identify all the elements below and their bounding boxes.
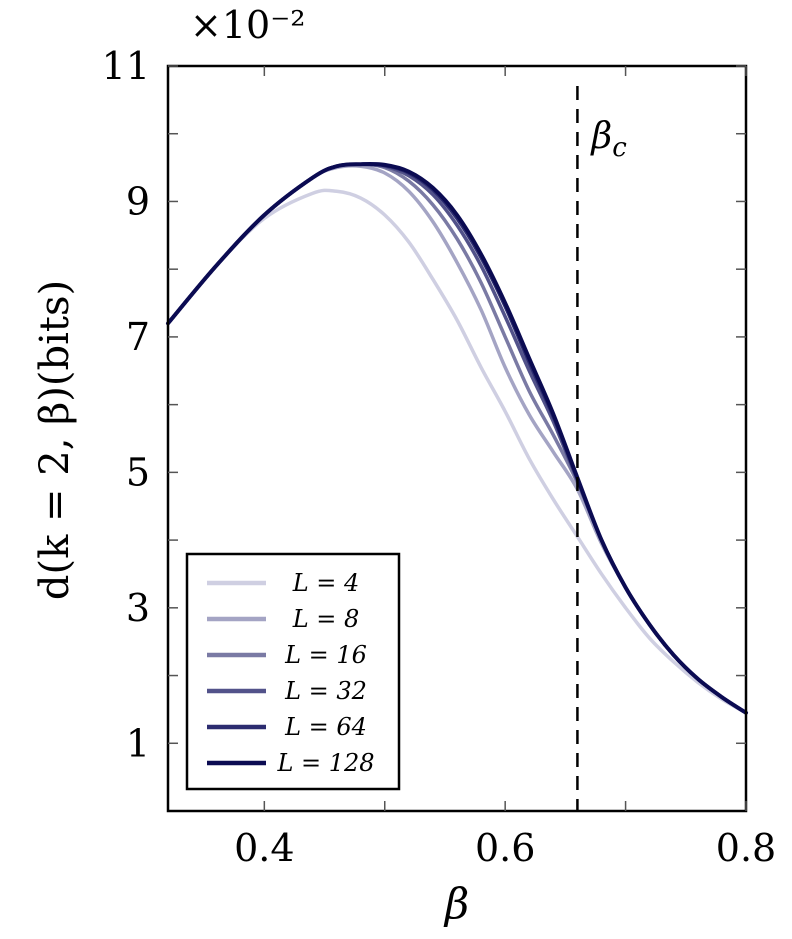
x-tick-label: 0.4 [234,826,294,870]
critical-beta-label: βc [589,116,627,163]
plot-frame [166,64,748,813]
y-tick-label: 7 [126,315,150,359]
legend: L = 4 L = 8 L = 16 L = 32 L = 64 L = 128 [185,552,401,791]
legend-label: L = 32 [284,677,367,705]
y-tick-label: 5 [126,450,150,494]
y-scale-label: ×10⁻² [190,3,305,47]
plot-lines [166,161,748,715]
series-line-l4 [166,188,748,715]
y-tick-label: 1 [126,721,150,765]
legend-label: L = 8 [292,605,360,633]
y-tick-label: 3 [126,586,150,630]
y-axis-label: d(k = 2, β)(bits) [32,280,78,600]
x-axis-label: β [443,879,469,928]
legend-label: L = 64 [284,713,367,741]
x-tick-label: 0.8 [716,826,776,870]
y-tick-label: 11 [102,44,150,88]
legend-label: L = 16 [284,641,367,669]
x-tick-label: 0.6 [475,826,535,870]
axis-ticks: 0.4 0.6 0.8 1 3 5 7 9 11 [102,44,777,870]
legend-label: L = 128 [276,749,374,777]
y-tick-label: 9 [126,179,150,223]
legend-box [185,552,401,791]
legend-label: L = 4 [292,569,360,597]
series-line-l128 [166,161,748,715]
